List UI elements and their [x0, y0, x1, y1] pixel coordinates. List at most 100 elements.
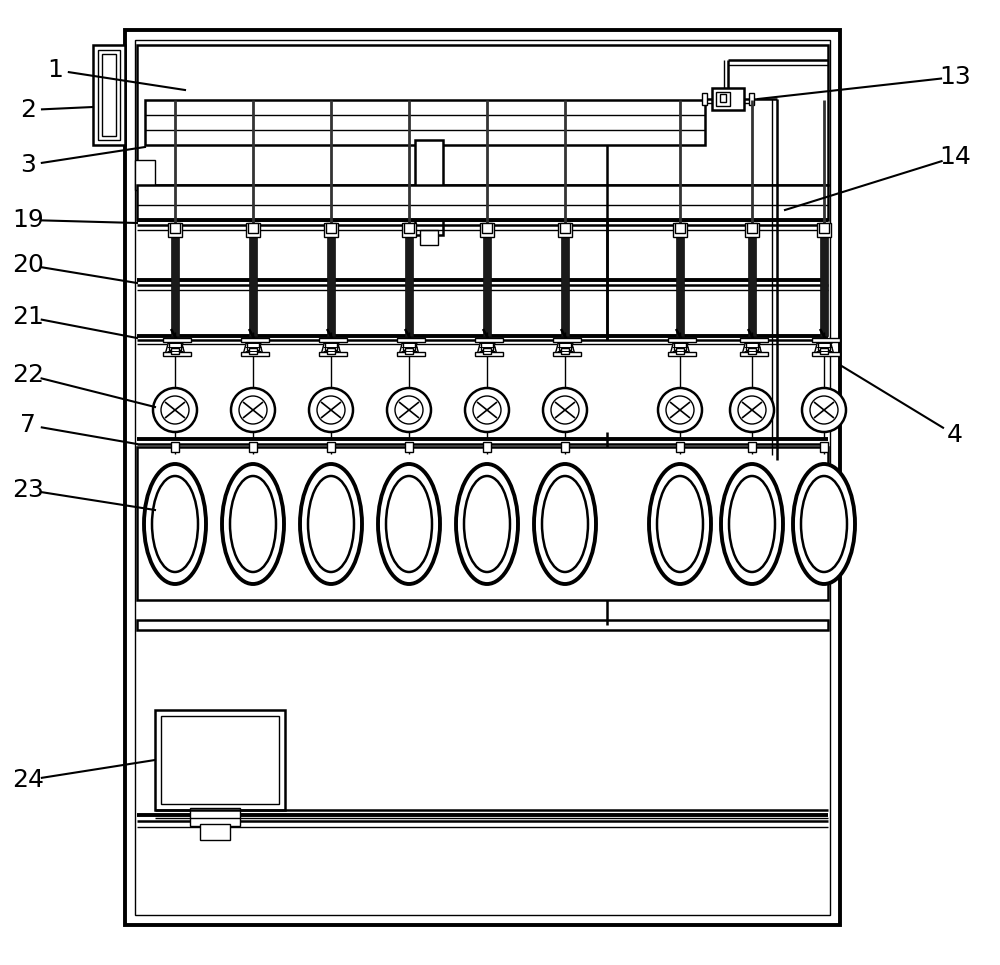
Circle shape — [161, 396, 189, 424]
Circle shape — [387, 388, 431, 432]
Bar — [163, 338, 191, 342]
Bar — [702, 93, 707, 105]
Circle shape — [309, 388, 353, 432]
Bar — [553, 352, 581, 356]
Bar — [403, 340, 415, 350]
Polygon shape — [555, 340, 575, 355]
Bar — [163, 352, 191, 356]
Bar — [247, 340, 259, 350]
Bar — [558, 223, 572, 237]
Bar — [712, 88, 744, 110]
Bar — [483, 228, 491, 336]
Ellipse shape — [222, 464, 284, 584]
Bar — [169, 340, 181, 350]
Text: 14: 14 — [939, 145, 971, 169]
Ellipse shape — [300, 464, 362, 584]
Bar — [746, 340, 758, 350]
Circle shape — [802, 388, 846, 432]
Bar — [246, 223, 260, 237]
Bar — [668, 352, 696, 356]
Ellipse shape — [721, 464, 783, 584]
Bar — [241, 352, 269, 356]
Bar — [397, 352, 425, 356]
Text: 7: 7 — [20, 413, 36, 437]
Ellipse shape — [801, 476, 847, 572]
Ellipse shape — [542, 476, 588, 572]
Text: 22: 22 — [12, 363, 44, 387]
Bar — [171, 442, 179, 452]
Ellipse shape — [657, 476, 703, 572]
Bar — [740, 352, 768, 356]
Bar — [404, 223, 414, 233]
Bar — [137, 185, 828, 220]
Circle shape — [810, 396, 838, 424]
Text: 24: 24 — [12, 768, 44, 792]
Bar — [820, 348, 828, 354]
Circle shape — [317, 396, 345, 424]
Circle shape — [231, 388, 275, 432]
Ellipse shape — [464, 476, 510, 572]
Bar — [171, 348, 179, 354]
Bar — [248, 223, 258, 233]
Bar — [483, 348, 491, 354]
Text: 4: 4 — [947, 423, 963, 447]
Bar — [325, 340, 337, 350]
Ellipse shape — [649, 464, 711, 584]
Polygon shape — [742, 340, 762, 355]
Bar — [125, 30, 840, 925]
Ellipse shape — [534, 464, 596, 584]
Bar — [319, 338, 347, 342]
Circle shape — [153, 388, 197, 432]
Bar — [324, 223, 338, 237]
Bar — [812, 352, 840, 356]
Circle shape — [465, 388, 509, 432]
Bar — [820, 442, 828, 452]
Bar — [561, 348, 569, 354]
Polygon shape — [814, 340, 834, 355]
Ellipse shape — [378, 464, 440, 584]
Circle shape — [738, 396, 766, 424]
Polygon shape — [477, 340, 497, 355]
Bar — [249, 348, 257, 354]
Bar — [102, 54, 116, 136]
Bar — [820, 228, 828, 336]
Bar — [327, 442, 335, 452]
Ellipse shape — [456, 464, 518, 584]
Bar — [415, 140, 443, 235]
Bar — [326, 223, 336, 233]
Bar — [561, 442, 569, 452]
Bar — [716, 92, 730, 106]
Ellipse shape — [729, 476, 775, 572]
Bar — [397, 338, 425, 342]
Bar — [405, 348, 413, 354]
Text: 23: 23 — [12, 478, 44, 502]
Bar — [190, 808, 240, 826]
Bar — [249, 228, 257, 336]
Bar — [817, 223, 831, 237]
Bar — [747, 223, 757, 233]
Bar — [402, 223, 416, 237]
Bar — [745, 223, 759, 237]
Bar — [405, 442, 413, 452]
Bar — [676, 442, 684, 452]
Polygon shape — [670, 340, 690, 355]
Bar — [812, 338, 840, 342]
Bar — [481, 340, 493, 350]
Ellipse shape — [793, 464, 855, 584]
Bar — [673, 223, 687, 237]
Text: 2: 2 — [20, 98, 36, 122]
Bar — [748, 348, 756, 354]
Bar — [748, 442, 756, 452]
Bar — [135, 160, 155, 190]
Bar — [155, 710, 285, 810]
Text: 19: 19 — [12, 208, 44, 232]
Text: 1: 1 — [47, 58, 63, 82]
Bar — [749, 93, 754, 105]
Polygon shape — [321, 340, 341, 355]
Bar — [676, 348, 684, 354]
Bar — [819, 223, 829, 233]
Text: 13: 13 — [939, 65, 971, 89]
Polygon shape — [243, 340, 263, 355]
Bar — [482, 223, 492, 233]
Bar — [241, 338, 269, 342]
